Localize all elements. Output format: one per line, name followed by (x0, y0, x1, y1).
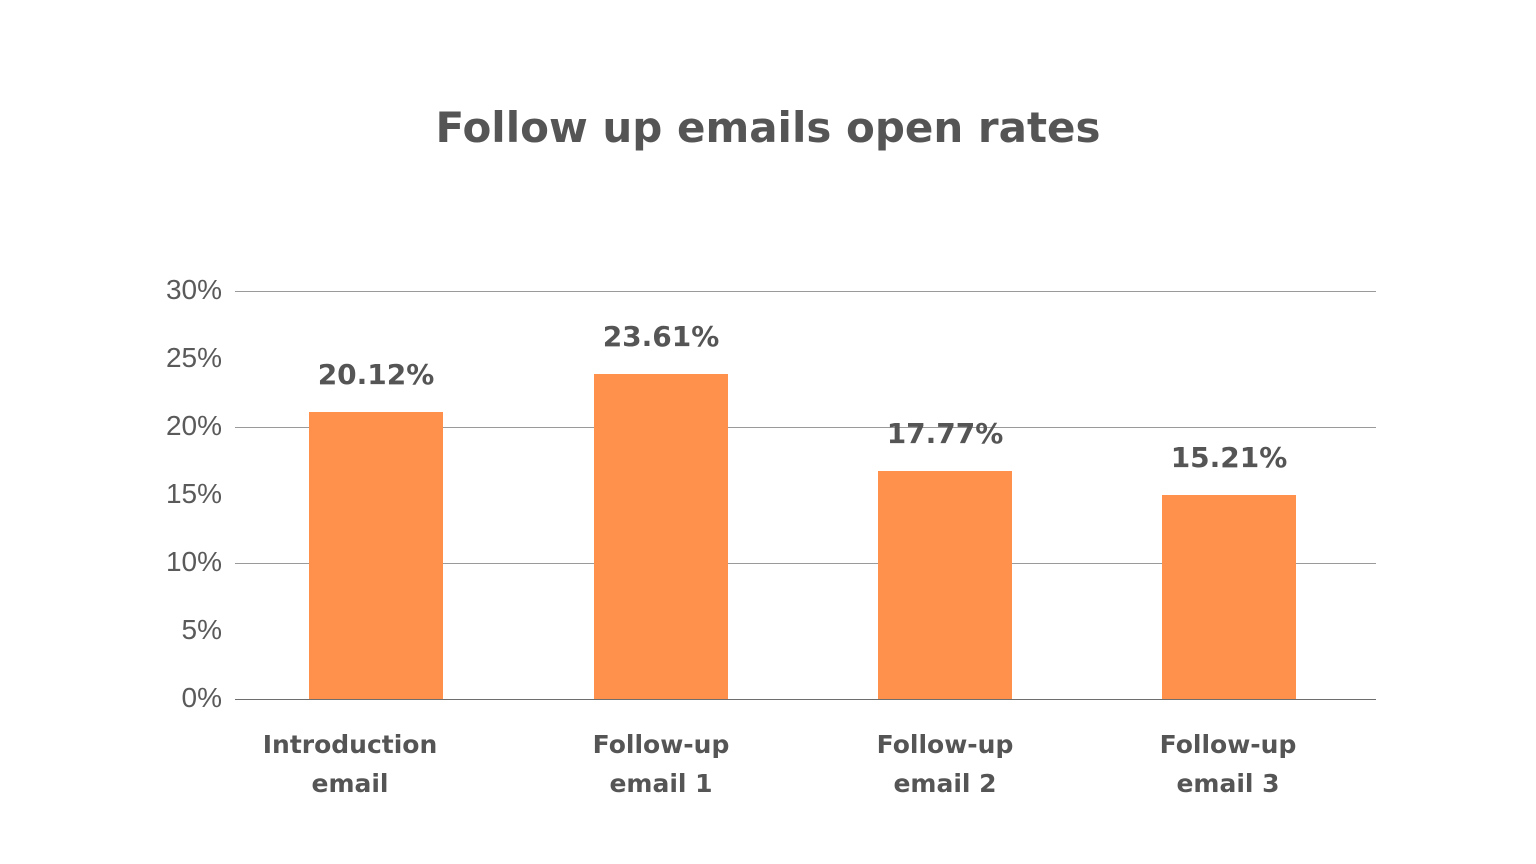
x-tick-label: Introduction email (230, 725, 470, 803)
bar (1162, 495, 1296, 699)
bar-value-label: 20.12% (317, 358, 435, 392)
bar-value-label: 23.61% (602, 319, 720, 353)
x-tick-label: Follow-up email 3 (1108, 725, 1348, 803)
y-tick-label: 20% (165, 410, 222, 441)
x-tick-label-line: email 3 (1176, 769, 1280, 798)
x-tick-label: Follow-up email 2 (825, 725, 1065, 803)
bar (594, 373, 728, 699)
y-tick-label: 30% (165, 274, 222, 305)
bar (309, 412, 443, 699)
y-tick-label: 10% (165, 546, 222, 577)
x-tick-label: Follow-up email 1 (541, 725, 781, 803)
gridline (235, 563, 1376, 564)
bar (878, 470, 1012, 699)
y-tick-label: 15% (165, 478, 222, 509)
x-tick-label-line: Follow-up (592, 730, 730, 759)
x-tick-label-line: Follow-up (1159, 730, 1297, 759)
y-tick-label: 5% (181, 614, 222, 645)
gridline (235, 699, 1376, 700)
y-tick-label: 25% (165, 342, 222, 373)
gridline (235, 291, 1376, 292)
bar-value-label: 17.77% (886, 416, 1004, 450)
y-tick-label: 0% (181, 682, 222, 713)
x-tick-label-line: email (311, 769, 389, 798)
x-tick-label-line: email 2 (893, 769, 997, 798)
bar-value-label: 15.21% (1170, 441, 1288, 474)
x-tick-label-line: email 1 (609, 769, 713, 798)
x-tick-label-line: Follow-up (876, 730, 1014, 759)
x-tick-label-line: Introduction (262, 730, 438, 759)
chart-title: Follow up emails open rates (435, 103, 1101, 152)
gridline (235, 427, 1376, 428)
